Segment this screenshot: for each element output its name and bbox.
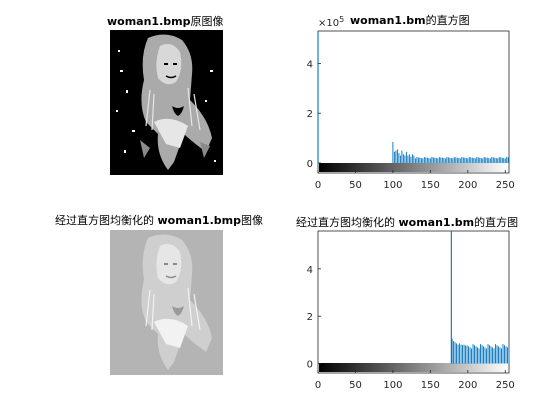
equalized-hist-title-text: 的直方图	[474, 216, 519, 229]
x-tick-label: 100	[383, 180, 402, 191]
y-tick-label: 2	[307, 312, 313, 323]
y-tick-label: 4	[307, 59, 313, 70]
x-tick-label: 200	[458, 380, 477, 391]
x-tick-label: 0	[315, 380, 321, 391]
y-exponent-label: ×105	[318, 15, 344, 29]
x-tick-label: 150	[421, 380, 440, 391]
equalized_histogram: 0 50 100 150 200 250 0 2 4	[307, 230, 515, 391]
original-image	[110, 30, 223, 175]
original-image-title-file: woman1.bmp	[107, 15, 191, 28]
x-tick-label: 0	[315, 180, 321, 191]
equalized-image-title-text: 图像	[240, 214, 263, 227]
y-tick-label: 0	[307, 360, 313, 371]
x-tick-label: 200	[458, 180, 477, 191]
y-exponent-power: 5	[339, 15, 344, 24]
equalized-hist-title-pre: 经过直方图均衡化的	[296, 216, 399, 229]
equalized-hist-title-file: woman1.bm	[398, 216, 475, 229]
x-tick-label: 50	[349, 180, 362, 191]
equalized-image-title-file: woman1.bmp	[157, 214, 241, 227]
histogram-bars	[450, 231, 510, 364]
y-tick-label: 4	[307, 265, 313, 276]
y-tick-label: 0	[307, 159, 313, 170]
x-tick-label: 50	[349, 380, 362, 391]
original-hist-title-file: woman1.bm	[350, 14, 426, 27]
gray-colorbar	[319, 363, 508, 372]
gray-colorbar	[319, 163, 508, 172]
x-tick-label: 250	[496, 380, 515, 391]
original-image-title: woman1.bmp原图像	[107, 16, 223, 28]
plot-frame	[317, 30, 510, 174]
equalized-hist-title: 经过直方图均衡化的 woman1.bm的直方图	[296, 217, 518, 229]
x-tick-label: 150	[421, 180, 440, 191]
original-image-title-text: 原图像	[190, 15, 224, 28]
original-hist-title: woman1.bm的直方图	[350, 15, 470, 27]
histogram-bars	[317, 31, 509, 164]
original-hist-title-text: 的直方图	[425, 14, 470, 27]
x-tick-label: 250	[496, 180, 515, 191]
y-tick-label: 2	[307, 109, 313, 120]
equalized-image-title: 经过直方图均衡化的 woman1.bmp图像	[55, 215, 263, 227]
original_histogram: 0 50 100 150 200 250 0 2 4 ×105	[307, 15, 515, 191]
equalized-image-title-pre: 经过直方图均衡化的	[55, 214, 158, 227]
equalized-image	[110, 230, 223, 375]
x-tick-label: 100	[383, 380, 402, 391]
